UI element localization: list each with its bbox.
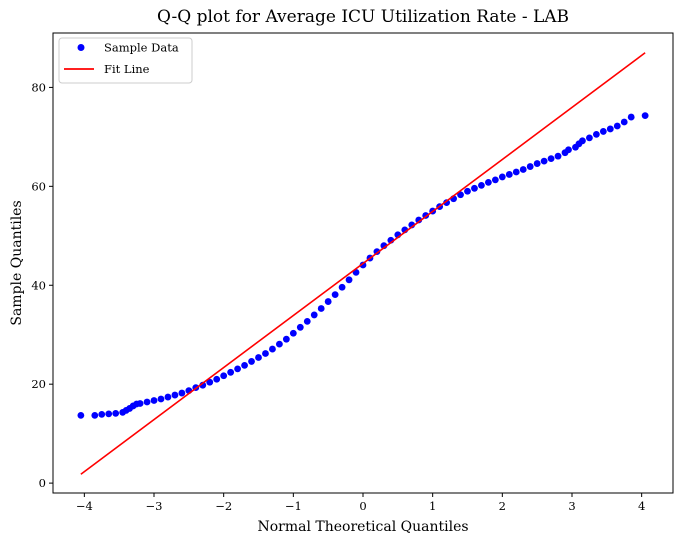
sample-point-2 — [98, 410, 106, 418]
sample-point-29 — [269, 345, 276, 353]
sample-point-72 — [565, 146, 572, 154]
y-axis-ticks: 0 20 40 60 80 — [31, 80, 53, 490]
sample-point-78 — [599, 128, 607, 135]
sample-point-12 — [150, 397, 158, 404]
sample-point-60 — [484, 178, 492, 186]
sample-point-30 — [276, 340, 283, 348]
sample-point-68 — [540, 157, 548, 165]
sample-point-20 — [206, 378, 214, 386]
sample-point-82 — [627, 113, 635, 121]
sample-point-50 — [415, 216, 423, 224]
sample-point-3 — [105, 410, 113, 418]
sample-point-76 — [586, 134, 593, 142]
sample-point-22 — [220, 372, 228, 380]
sample-point-10 — [136, 400, 144, 407]
sample-point-37 — [324, 298, 332, 305]
sample-point-23 — [227, 368, 235, 376]
sample-point-25 — [241, 361, 248, 369]
sample-point-81 — [620, 118, 628, 126]
legend-fit-line-label: Fit Line — [104, 62, 150, 76]
sample-point-24 — [234, 365, 242, 373]
x-tick-label: 4 — [638, 499, 645, 513]
x-tick-label: 1 — [429, 499, 436, 513]
sample-point-14 — [164, 393, 172, 401]
sample-point-4 — [112, 409, 120, 417]
x-tick-label: 0 — [359, 499, 366, 513]
x-axis-ticks: −4 −3 −2 −1 0 1 2 3 4 — [76, 493, 645, 513]
x-axis-label: Normal Theoretical Quantiles — [257, 519, 468, 535]
y-tick-label: 80 — [31, 80, 46, 94]
x-tick-label: −1 — [285, 499, 302, 513]
sample-point-1 — [91, 411, 99, 419]
y-tick-label: 20 — [31, 377, 46, 391]
sample-point-83 — [641, 112, 649, 120]
sample-point-15 — [171, 391, 179, 399]
sample-point-16 — [178, 389, 186, 397]
sample-point-38 — [331, 291, 339, 299]
sample-point-36 — [317, 305, 325, 312]
sample-point-79 — [606, 125, 614, 133]
fit-line — [80, 52, 646, 475]
x-tick-label: −3 — [146, 499, 163, 513]
sample-point-0 — [77, 411, 85, 419]
sample-point-31 — [282, 335, 290, 343]
legend: Sample Data Fit Line — [58, 37, 193, 84]
sample-point-70 — [554, 152, 562, 160]
sample-point-64 — [512, 168, 520, 176]
sample-point-39 — [338, 283, 346, 291]
sample-point-57 — [464, 187, 471, 195]
sample-point-67 — [533, 160, 541, 167]
sample-point-61 — [491, 176, 499, 184]
sample-point-75 — [579, 137, 586, 145]
sample-point-58 — [471, 184, 478, 192]
y-axis-label: Sample Quantiles — [9, 200, 25, 325]
sample-point-34 — [303, 317, 311, 325]
plot-area — [77, 52, 649, 475]
sample-point-40 — [345, 276, 353, 284]
sample-point-44 — [373, 248, 381, 256]
sample-point-62 — [498, 173, 506, 181]
legend-sample-label: Sample Data — [104, 41, 179, 55]
sample-point-33 — [296, 323, 304, 331]
sample-point-42 — [359, 261, 367, 269]
sample-point-21 — [213, 375, 221, 383]
sample-point-59 — [478, 181, 485, 189]
y-tick-label: 40 — [31, 278, 46, 292]
x-tick-label: 2 — [499, 499, 506, 513]
sample-point-28 — [262, 350, 269, 357]
sample-point-56 — [457, 191, 464, 199]
sample-point-65 — [519, 166, 527, 173]
sample-point-54 — [443, 199, 450, 207]
sample-point-11 — [143, 398, 151, 406]
sample-point-77 — [592, 130, 600, 138]
x-tick-label: −4 — [76, 499, 93, 513]
sample-point-66 — [526, 163, 534, 170]
sample-point-69 — [547, 155, 555, 163]
sample-point-63 — [505, 171, 513, 178]
x-tick-label: 3 — [568, 499, 575, 513]
sample-point-32 — [289, 329, 297, 337]
x-tick-label: −2 — [215, 499, 232, 513]
y-tick-label: 0 — [39, 476, 46, 490]
legend-sample-marker — [77, 44, 85, 51]
sample-point-80 — [613, 122, 621, 130]
sample-point-27 — [255, 354, 262, 361]
legend-box — [58, 37, 193, 84]
sample-point-35 — [310, 311, 318, 319]
sample-point-26 — [248, 358, 255, 365]
chart-title: Q-Q plot for Average ICU Utilization Rat… — [157, 7, 569, 27]
sample-point-13 — [157, 395, 165, 403]
y-tick-label: 60 — [31, 179, 46, 193]
